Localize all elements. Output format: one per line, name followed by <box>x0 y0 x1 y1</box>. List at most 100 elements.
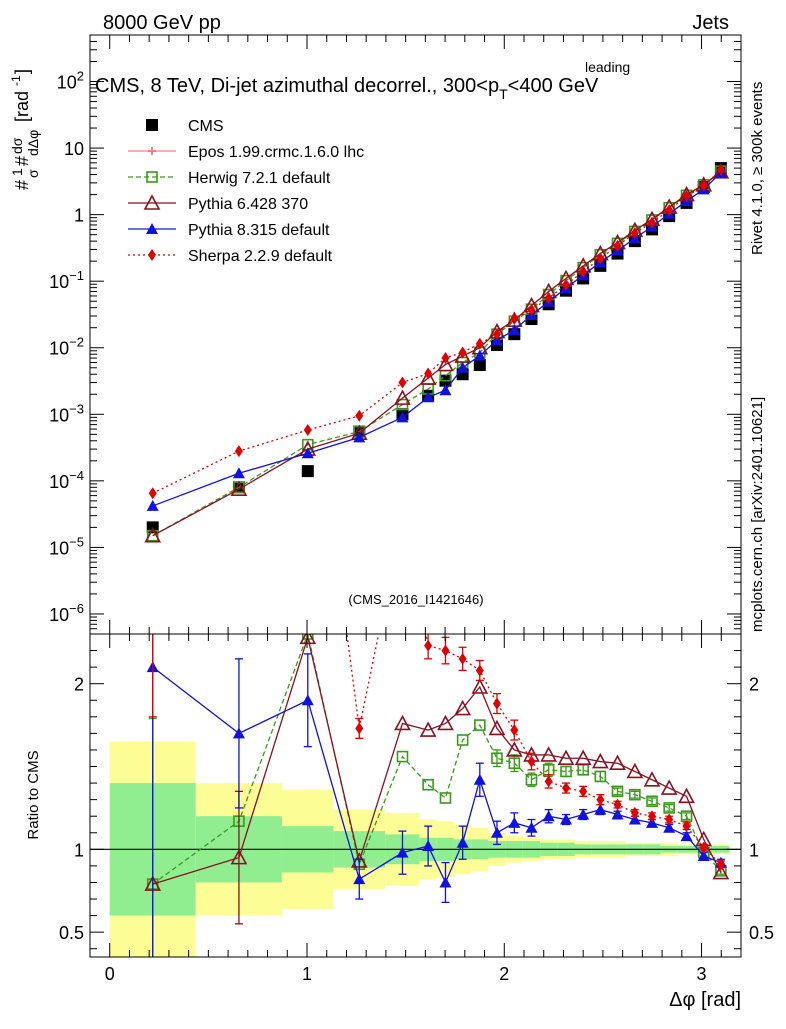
herwig-ratio-point <box>396 750 409 763</box>
py6-ratio-point <box>488 719 506 736</box>
py8-ratio-point <box>473 773 486 785</box>
y-tick-label: 10−3 <box>49 401 84 425</box>
py6-ratio-point <box>505 741 523 757</box>
py6-ratio-point <box>540 746 557 762</box>
energy-label: 8000 GeV pp <box>103 12 221 34</box>
y-tick-label: 10−6 <box>49 601 84 625</box>
py8-ratio-point <box>456 836 469 848</box>
legend-label: Pythia 8.315 default <box>188 222 330 239</box>
svg-text:#: # <box>12 156 32 166</box>
py6-ratio-point <box>643 771 661 787</box>
sherpa-ratio-point <box>579 785 588 798</box>
py6-ratio-point <box>471 678 489 694</box>
py6-point <box>394 389 411 405</box>
py6-ratio-point <box>230 848 248 865</box>
sherpa-point <box>148 487 157 500</box>
py6-ratio-point <box>609 754 626 771</box>
py8-ratio-point <box>628 813 641 825</box>
svg-text:[rad: [rad <box>12 91 32 122</box>
sherpa-point <box>424 367 433 380</box>
x-tick-label: 1 <box>302 964 312 984</box>
herwig-ratio-point <box>560 765 572 778</box>
y-tick-label: 1 <box>74 206 84 226</box>
py8-point <box>456 361 469 373</box>
py8-ratio-point <box>611 808 624 820</box>
herwig-ratio-point <box>594 770 607 783</box>
py8-ratio-point <box>232 727 245 739</box>
legend-marker <box>143 194 161 210</box>
py6-ratio-point <box>394 714 411 731</box>
sherpa-ratio-point <box>648 810 657 823</box>
py6-ratio-point <box>437 714 454 731</box>
sherpa-ratio-point <box>149 462 157 474</box>
sherpa-ratio-point <box>492 697 501 710</box>
ratio-y-tick-label: 2 <box>74 675 84 695</box>
legend-marker <box>148 147 156 155</box>
sherpa-point <box>716 163 725 176</box>
py6-point <box>712 163 730 179</box>
sherpa-point <box>492 328 501 341</box>
py8-point <box>422 391 435 403</box>
sherpa-ratio-point <box>235 429 243 441</box>
svg-text:σ: σ <box>25 169 41 178</box>
py6-ratio-point <box>626 762 644 779</box>
legend-marker <box>146 171 158 183</box>
sherpa-point <box>596 252 605 265</box>
title-main: CMS, 8 TeV, Di-jet azimuthal decorrel., … <box>95 75 499 97</box>
py8-point <box>396 411 409 423</box>
process-label: Jets <box>692 12 729 34</box>
svg-text:1: 1 <box>9 168 25 176</box>
py6-ratio-point <box>557 749 575 766</box>
y-tick-label: 10−4 <box>49 468 84 492</box>
sherpa-ratio-point <box>613 798 622 811</box>
sherpa-ratio-point <box>716 858 725 871</box>
py8-point <box>232 467 245 479</box>
py6-ratio-point <box>678 787 695 804</box>
ratio-y-tick-label: 0.5 <box>59 923 84 943</box>
legend-marker <box>146 223 158 234</box>
legend-label: Sherpa 2.2.9 default <box>188 248 333 265</box>
mcplots-label: mcplots.cern.ch [arXiv:2401.10621] <box>749 397 766 632</box>
py8-ratio-point <box>396 846 409 858</box>
y-tick-label: 10−5 <box>49 534 84 558</box>
watermark: (CMS_2016_I1421646) <box>348 592 483 607</box>
py8-ratio-point <box>525 821 538 833</box>
sherpa-ratio-point <box>355 722 364 735</box>
rivet-label: Rivet 4.1.0, ≥ 300k events <box>749 82 766 255</box>
sherpa-ratio-point <box>665 813 674 826</box>
sherpa-ratio-point <box>562 782 571 795</box>
sherpa-point <box>630 226 639 239</box>
sherpa-point <box>475 337 484 350</box>
sherpa-point <box>544 291 553 304</box>
sherpa-point <box>303 424 312 437</box>
py8-ratio-point <box>542 810 555 822</box>
sherpa-point <box>458 346 467 359</box>
sherpa-ratio-point <box>398 512 406 524</box>
x-tick-label: 2 <box>499 964 509 984</box>
sherpa-point <box>510 313 519 326</box>
legend-item-herwig: Herwig 7.2.1 default <box>128 170 331 187</box>
sherpa-point <box>648 216 657 229</box>
sherpa-point <box>398 376 407 389</box>
legend-label: Herwig 7.2.1 default <box>188 170 331 187</box>
py6-ratio-point <box>299 634 317 645</box>
svg-text:-1: -1 <box>9 75 23 86</box>
title-tail: <400 GeV <box>508 75 599 97</box>
sherpa-point <box>562 278 571 291</box>
sherpa-ratio-point <box>304 330 312 342</box>
py8-ratio-point <box>490 826 503 838</box>
py8-point <box>473 349 486 361</box>
ratio-frame <box>89 633 742 958</box>
y-axis-label: # 1 σ # dσ dΔφ [rad -1 ] <box>9 69 41 190</box>
herwig-point <box>146 529 159 542</box>
cms-point <box>301 465 314 478</box>
py8-ratio-point <box>353 873 366 885</box>
sherpa-ratio-point <box>682 820 691 833</box>
svg-text:dσ: dσ <box>9 137 25 154</box>
title-sub: T <box>499 86 508 102</box>
sherpa-ratio-point <box>441 644 450 657</box>
cms-point <box>473 359 486 372</box>
herwig-ratio-point <box>508 757 521 770</box>
legend-item-cms: CMS <box>146 118 224 135</box>
herwig-ratio-point <box>456 734 469 746</box>
